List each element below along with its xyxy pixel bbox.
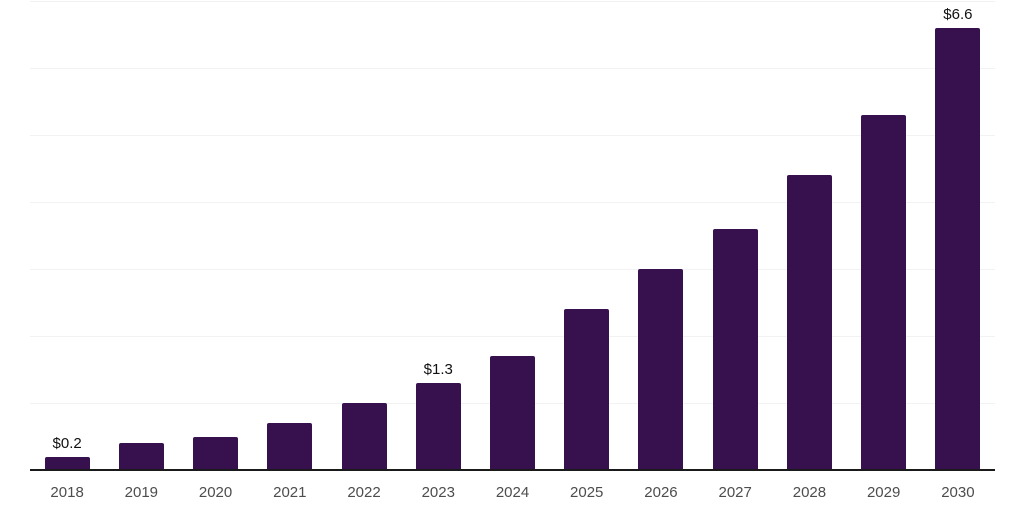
bar-2021 (267, 423, 313, 470)
x-tick-label-2029: 2029 (866, 484, 901, 501)
gridline (30, 68, 995, 69)
x-tick-label-2023: 2023 (421, 484, 455, 501)
x-tick-label-2021: 2021 (273, 484, 307, 501)
bar-2023 (415, 382, 461, 470)
x-tick-label-2027: 2027 (718, 484, 752, 501)
x-tick-label-2026: 2026 (644, 484, 678, 501)
bar-2025 (564, 309, 610, 470)
bar-2030 (935, 27, 981, 470)
x-tick-label-2018: 2018 (50, 484, 84, 501)
gridline (30, 336, 995, 337)
gridline (30, 202, 995, 203)
gridline (30, 269, 995, 270)
x-tick-label-2028: 2028 (792, 484, 827, 501)
x-axis-line (30, 469, 995, 471)
x-tick-label-2024: 2024 (495, 484, 530, 501)
bar-2027 (712, 228, 758, 470)
bar-2028 (786, 175, 832, 470)
value-label-2018: $0.2 (52, 434, 82, 452)
bar-2029 (861, 114, 907, 470)
x-tick-label-2030: 2030 (941, 484, 975, 501)
bar-2024 (490, 356, 535, 470)
x-tick-label-2025: 2025 (570, 484, 604, 501)
bar-2022 (341, 403, 387, 470)
bar-2018 (44, 456, 90, 470)
gridline (30, 1, 995, 2)
value-label-2030: $6.6 (943, 5, 973, 23)
value-label-2023: $1.3 (423, 360, 453, 378)
gridline (30, 135, 995, 136)
x-tick-label-2022: 2022 (347, 484, 381, 501)
bar-2020 (193, 436, 239, 470)
bar-2019 (118, 443, 164, 470)
x-tick-label-2020: 2020 (198, 484, 233, 501)
x-tick-label-2019: 2019 (124, 484, 159, 501)
bar-2026 (638, 269, 684, 470)
